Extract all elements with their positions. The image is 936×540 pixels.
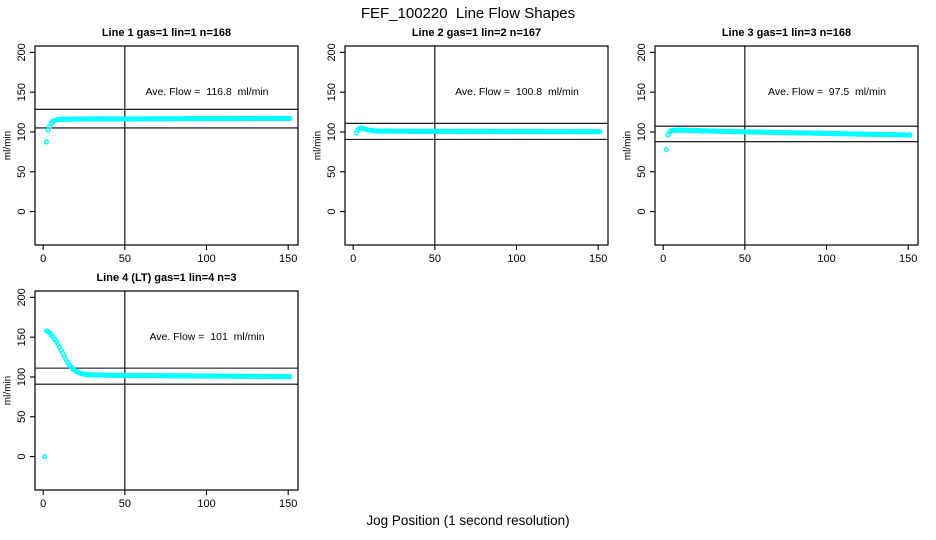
plot-box <box>34 290 299 491</box>
x-tick-label: 150 <box>279 253 297 265</box>
x-tick-label: 150 <box>589 253 607 265</box>
plot1-title: Line 1 gas=1 lin=1 n=168 <box>101 27 232 39</box>
x-tick-label: 150 <box>899 253 917 265</box>
plot-box <box>344 45 609 246</box>
y-tick-label: 150 <box>16 83 28 101</box>
y-tick-label: 100 <box>16 368 28 386</box>
y-tick-label: 100 <box>326 123 338 141</box>
x-tick-label: 0 <box>350 253 356 265</box>
y-tick-label: 200 <box>16 43 28 61</box>
plot2-ave-flow-annotation: Ave. Flow = 100.8 ml/min <box>455 86 579 98</box>
y-tick-label: 200 <box>326 43 338 61</box>
y-tick-label: 150 <box>16 328 28 346</box>
y-tick-label: 50 <box>16 166 28 178</box>
y-tick-label: 200 <box>636 43 648 61</box>
figure-title: FEF_100220 Line Flow Shapes <box>360 5 576 22</box>
y-tick-label: 50 <box>16 411 28 423</box>
x-tick-label: 150 <box>279 498 297 510</box>
y-tick-label: 150 <box>326 83 338 101</box>
plot3-title: Line 3 gas=1 lin=3 n=168 <box>721 27 852 39</box>
data-point <box>42 453 48 460</box>
plot4-title: Line 4 (LT) gas=1 lin=4 n=3 <box>96 272 237 284</box>
plot-box <box>34 45 299 246</box>
y-tick-label: 50 <box>636 166 648 178</box>
data-point <box>43 139 50 145</box>
x-axis-label: Jog Position (1 second resolution) <box>366 513 570 528</box>
data-point <box>287 115 293 121</box>
x-tick-label: 50 <box>739 253 751 265</box>
x-tick-label: 0 <box>660 253 666 265</box>
y-tick-label: 0 <box>326 209 338 215</box>
data-point <box>907 132 913 138</box>
plot1-ave-flow-annotation: Ave. Flow = 116.8 ml/min <box>145 86 269 98</box>
y-tick-label: 0 <box>16 209 28 215</box>
y-tick-label: 0 <box>636 209 648 215</box>
y-tick-label: 200 <box>16 288 28 306</box>
plot-box <box>654 45 919 246</box>
data-point <box>287 374 293 380</box>
x-tick-label: 100 <box>817 253 835 265</box>
data-point <box>597 129 603 135</box>
y-tick-label: 100 <box>16 123 28 141</box>
plot2-title: Line 2 gas=1 lin=2 n=167 <box>411 27 542 39</box>
y-axis-label: ml/min <box>623 131 634 160</box>
data-point <box>663 146 670 153</box>
x-tick-label: 0 <box>40 253 46 265</box>
y-tick-label: 0 <box>16 454 28 460</box>
x-tick-label: 50 <box>119 498 131 510</box>
x-tick-label: 100 <box>507 253 525 265</box>
plot3-ave-flow-annotation: Ave. Flow = 97.5 ml/min <box>768 86 886 98</box>
x-tick-label: 0 <box>40 498 46 510</box>
y-tick-label: 50 <box>326 166 338 178</box>
y-axis-label: ml/min <box>3 131 14 160</box>
x-tick-label: 100 <box>197 498 215 510</box>
y-axis-label: ml/min <box>313 131 324 160</box>
y-tick-label: 150 <box>636 83 648 101</box>
y-axis-label: ml/min <box>3 376 14 405</box>
x-tick-label: 50 <box>429 253 441 265</box>
x-tick-label: 100 <box>197 253 215 265</box>
plot4-ave-flow-annotation: Ave. Flow = 101 ml/min <box>149 331 265 343</box>
x-tick-label: 50 <box>119 253 131 265</box>
y-tick-label: 100 <box>636 123 648 141</box>
